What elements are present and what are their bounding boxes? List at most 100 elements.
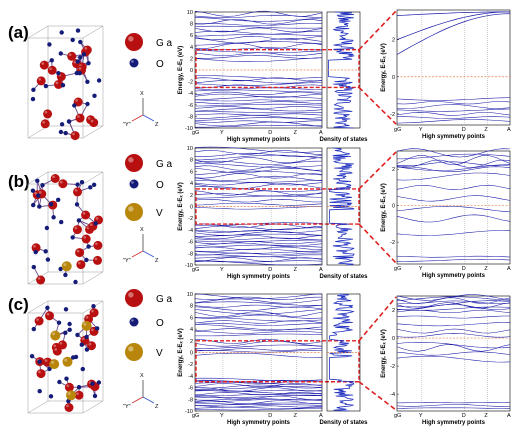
band-line xyxy=(396,206,511,213)
atom-highlight xyxy=(77,261,81,265)
ga-atom xyxy=(36,76,46,86)
o-atom xyxy=(84,347,90,352)
band-line xyxy=(194,233,323,237)
ga-atom xyxy=(64,382,74,392)
y-tick-label: 10 xyxy=(187,146,193,152)
o-atom xyxy=(70,37,75,43)
o-atom xyxy=(72,103,77,108)
y-tick-label: 0 xyxy=(190,205,193,211)
atom-highlight xyxy=(83,236,87,239)
dos-axis-label: Density of states xyxy=(319,137,368,143)
atom-highlight xyxy=(66,404,69,408)
band-line xyxy=(195,386,323,390)
band-line xyxy=(194,202,323,206)
band-line xyxy=(194,154,323,161)
legend-sphere-highlight xyxy=(131,60,134,63)
band-line xyxy=(396,172,511,181)
atom-highlight xyxy=(89,223,93,227)
y-tick-label: -2 xyxy=(188,80,193,86)
band-line xyxy=(194,77,323,82)
band-structure-zoom: gG Y D Z A 2 0 -2 High symmetry points Energy, E-… xyxy=(381,148,511,279)
y-axis-label: Energy, E-Eₓ (eV) xyxy=(178,46,184,94)
triad-label-z: Z xyxy=(155,122,159,128)
band-line xyxy=(194,170,323,176)
plot-frame xyxy=(396,150,511,265)
ga-atom xyxy=(76,260,86,270)
legend-sphere-highlight xyxy=(128,346,134,352)
kpoint-label: A xyxy=(507,266,511,272)
band-line xyxy=(194,400,322,404)
atom-highlight xyxy=(76,249,80,253)
band-line xyxy=(195,111,323,114)
dos-axis-label: Density of states xyxy=(319,274,368,280)
y-tick-label: 10 xyxy=(187,292,193,298)
band-line xyxy=(396,402,511,404)
band-structure-full: gG Y D Z A 10 8 6 4 2 0 -2 -4 -6 -8 -10 High symmetry po… xyxy=(178,146,360,280)
band-line xyxy=(194,309,323,315)
band-line xyxy=(396,112,511,116)
band-line xyxy=(194,314,323,319)
o-atom xyxy=(66,119,72,124)
atom-highlight xyxy=(38,370,41,374)
y-axis-label: Energy, E-Eₓ (eV) xyxy=(381,183,387,231)
o-atom xyxy=(58,51,63,56)
atom-highlight xyxy=(94,257,98,261)
band-line xyxy=(194,246,323,250)
atom-highlight xyxy=(82,212,86,215)
band-line xyxy=(194,179,323,183)
legend-sphere xyxy=(125,343,143,361)
o-atom xyxy=(88,185,93,190)
y-tick-label: 8 xyxy=(190,304,193,310)
band-line xyxy=(194,225,323,230)
axis-triad: X "Y" Z xyxy=(123,373,159,410)
atom-highlight xyxy=(77,115,80,118)
o-atom xyxy=(40,183,45,188)
legend-sphere xyxy=(125,289,143,307)
band-line xyxy=(194,382,322,386)
band-structure-zoom: gG Y D Z A 2 0 -2 -4 High symmetry points Energy, … xyxy=(381,294,511,426)
legend-label: O xyxy=(156,180,164,191)
band-line xyxy=(396,342,511,349)
o-atom xyxy=(63,330,68,335)
band-line xyxy=(396,304,511,310)
band-line xyxy=(194,338,323,344)
band-line xyxy=(396,13,511,55)
band-line xyxy=(396,119,511,124)
ga-atom xyxy=(89,308,99,318)
dos-plot: Density of states xyxy=(319,11,368,143)
kpoint-label: Z xyxy=(294,130,298,136)
band-line xyxy=(396,214,511,223)
kpoint-label: gG xyxy=(394,413,401,419)
y-tick-label: -6 xyxy=(188,240,193,246)
band-line xyxy=(194,193,323,197)
o-atom xyxy=(51,215,56,220)
band-line xyxy=(194,296,323,300)
y-tick-label: 4 xyxy=(190,181,193,187)
kpoint-label: D xyxy=(268,413,272,419)
ga-atom xyxy=(58,179,68,189)
band-line xyxy=(194,398,323,401)
band-line xyxy=(194,301,323,306)
o-atom xyxy=(57,379,62,385)
band-line xyxy=(194,252,323,256)
o-atom xyxy=(73,279,78,285)
atom-highlight xyxy=(64,358,68,362)
o-atom xyxy=(70,235,75,240)
band-line xyxy=(194,25,323,29)
y-tick-label: -8 xyxy=(188,114,193,120)
y-tick-label: -10 xyxy=(185,409,193,415)
legend-sphere-highlight xyxy=(128,206,134,212)
band-line xyxy=(194,406,323,409)
dos-plot: Density of states xyxy=(319,293,368,426)
o-atom xyxy=(43,249,48,254)
band-line xyxy=(194,50,323,54)
band-line xyxy=(194,206,323,210)
o-atom xyxy=(30,96,36,102)
band-line xyxy=(194,27,323,33)
band-line xyxy=(194,101,323,105)
kpoint-label: D xyxy=(462,266,466,272)
atom-highlight xyxy=(91,328,94,332)
y-tick-label: -4 xyxy=(188,91,193,97)
v-atom xyxy=(50,330,61,341)
